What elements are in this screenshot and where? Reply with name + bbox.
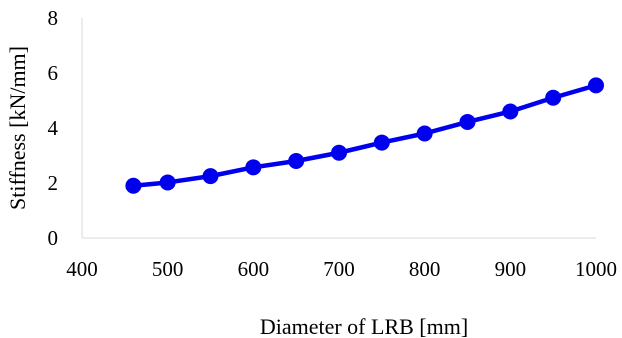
data-point [502, 103, 519, 120]
x-tick-label: 900 [495, 257, 527, 281]
data-point [416, 125, 433, 142]
data-point [202, 168, 219, 185]
series-line [133, 83, 597, 188]
x-tick-label: 700 [323, 257, 355, 281]
y-tick-label: 6 [48, 61, 59, 85]
y-axis-title: Stiffness [kN/mm] [5, 46, 30, 210]
y-tick-label: 2 [48, 171, 59, 195]
x-tick-label: 600 [238, 257, 270, 281]
x-tick-label: 1000 [575, 257, 617, 281]
data-point [331, 144, 347, 161]
data-point [125, 177, 142, 194]
series-layer [125, 77, 604, 194]
data-point [288, 153, 305, 169]
x-axis-title: Diameter of LRB [mm] [260, 314, 468, 338]
data-point [159, 174, 176, 191]
data-point [459, 113, 476, 130]
data-point [545, 89, 562, 106]
data-point [588, 77, 604, 94]
y-tick-label: 0 [48, 226, 59, 250]
x-tick-labels: 400 500 600 700 800 900 1000 [66, 257, 617, 281]
x-tick-label: 800 [409, 257, 441, 281]
data-point [245, 159, 262, 176]
data-point [373, 134, 390, 151]
y-tick-label: 8 [48, 6, 59, 30]
x-tick-label: 400 [66, 257, 98, 281]
x-tick-label: 500 [152, 257, 184, 281]
y-tick-label: 4 [48, 116, 59, 140]
y-tick-labels: 0 2 4 6 8 [48, 6, 59, 250]
